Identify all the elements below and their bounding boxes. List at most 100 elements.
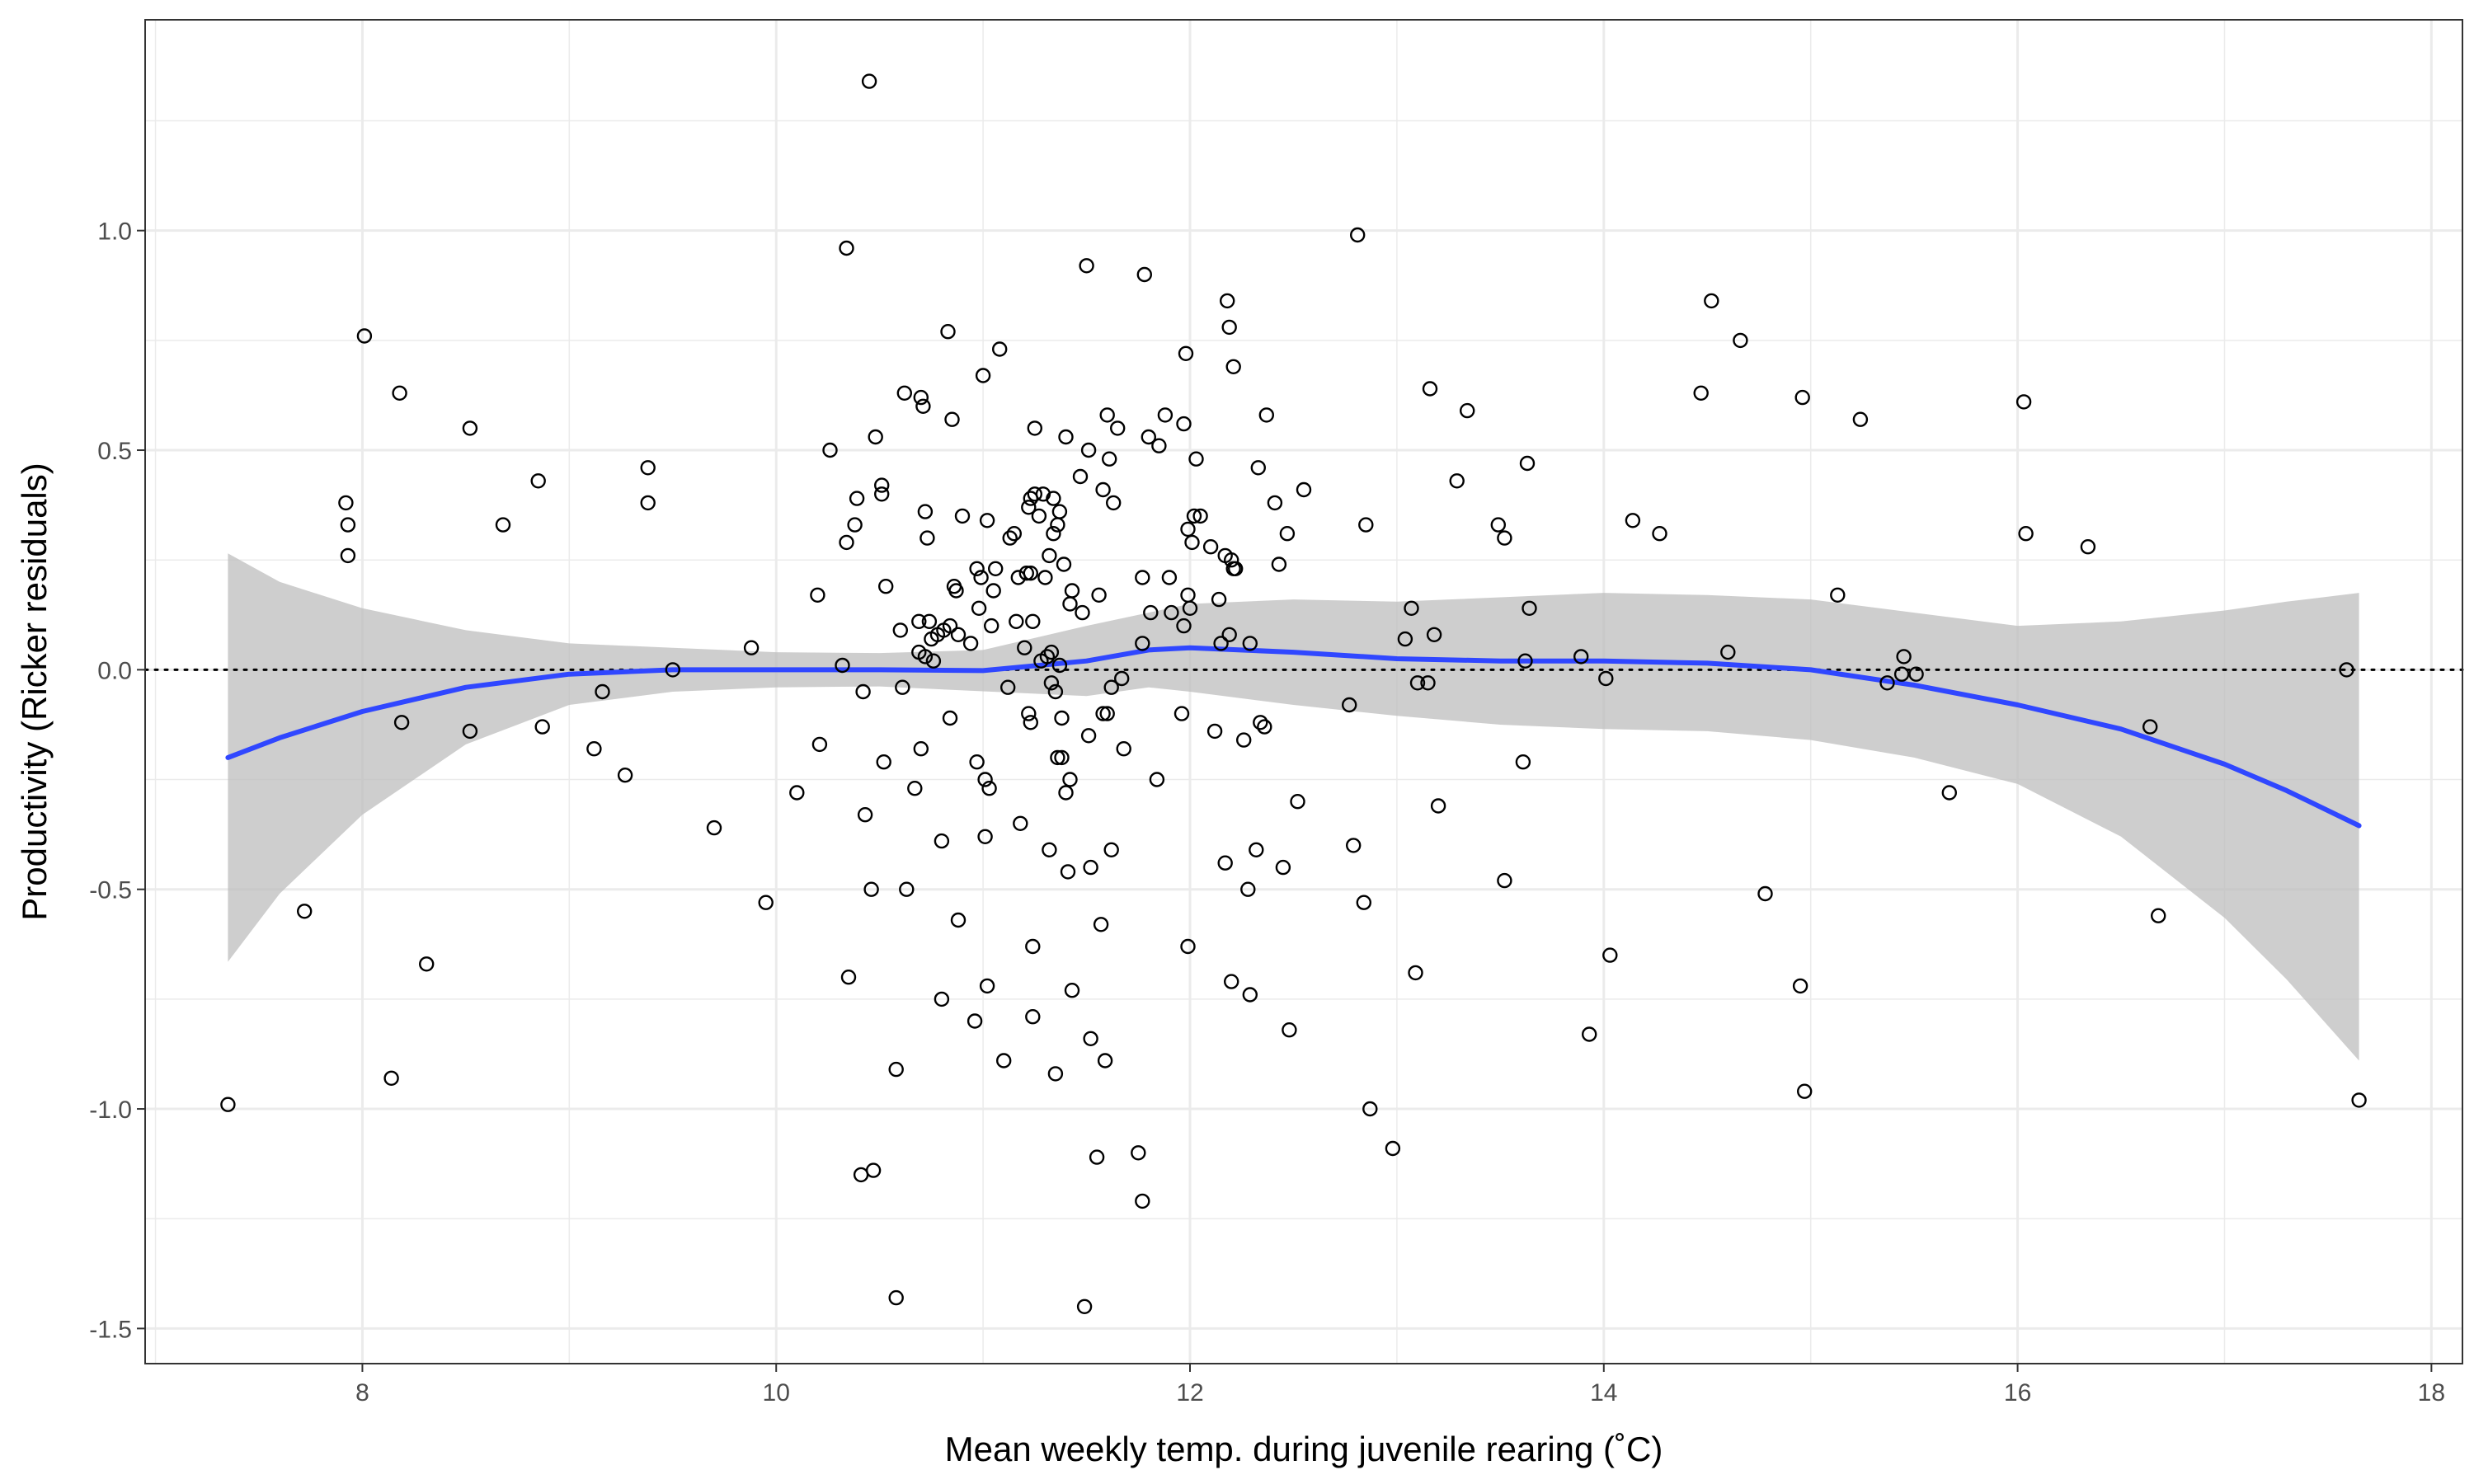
- data-point: [393, 715, 410, 730]
- data-point: [1449, 473, 1465, 489]
- data-point: [789, 785, 805, 801]
- data-point: [1097, 1053, 1113, 1068]
- data-point: [419, 956, 435, 972]
- data-point: [1018, 566, 1035, 581]
- data-point: [877, 579, 894, 594]
- data-point: [2080, 539, 2096, 555]
- data-point: [2015, 394, 2032, 410]
- data-point: [1109, 420, 1126, 436]
- data-point: [617, 768, 633, 783]
- data-point: [977, 772, 993, 787]
- data-point: [1206, 723, 1223, 740]
- data-point: [987, 561, 1004, 576]
- data-point: [1385, 1140, 1401, 1157]
- data-point: [1242, 987, 1258, 1003]
- data-point: [1704, 293, 1719, 309]
- data-point: [907, 781, 923, 796]
- data-point: [1893, 666, 1910, 682]
- data-point: [1459, 402, 1475, 419]
- data-point: [1242, 636, 1258, 651]
- data-point: [1051, 657, 1068, 674]
- data-point: [1188, 451, 1204, 467]
- data-point: [1257, 719, 1272, 735]
- data-point: [995, 1053, 1012, 1068]
- data-point: [835, 657, 850, 674]
- data-point: [1058, 785, 1074, 801]
- data-point: [913, 741, 929, 757]
- data-point: [462, 723, 478, 740]
- data-point: [1184, 534, 1200, 551]
- y-axis-ticks: -1.5 -1.0 -0.5 0.0 0.5 1.0: [89, 218, 145, 1343]
- data-point: [1625, 513, 1641, 528]
- data-point: [896, 385, 913, 401]
- data-point: [1021, 500, 1037, 515]
- data-point: [1202, 539, 1219, 555]
- data-point: [873, 477, 890, 493]
- data-point: [1223, 552, 1239, 568]
- data-point: [920, 530, 935, 546]
- data-point: [1358, 517, 1374, 533]
- data-point: [1345, 838, 1362, 853]
- data-point: [1794, 389, 1810, 406]
- data-point: [1213, 636, 1229, 651]
- data-point: [1186, 508, 1202, 524]
- data-point: [868, 429, 883, 445]
- data-point: [1050, 749, 1065, 766]
- data-point: [2351, 1092, 2367, 1108]
- data-point: [1420, 675, 1436, 691]
- data-point: [979, 513, 995, 528]
- data-point: [1046, 526, 1061, 542]
- data-point: [863, 881, 879, 897]
- data-point: [975, 368, 991, 383]
- data-point: [950, 627, 967, 642]
- data-point: [297, 904, 313, 919]
- data-point: [973, 570, 989, 585]
- data-point: [1064, 583, 1080, 599]
- data-point: [1135, 1193, 1150, 1209]
- data-point: [1062, 772, 1078, 787]
- y-tick-label: 1.0: [97, 218, 132, 246]
- data-point: [462, 420, 478, 436]
- data-point: [1250, 460, 1267, 476]
- data-point: [913, 389, 929, 406]
- data-point: [1058, 429, 1074, 445]
- data-point: [822, 442, 838, 458]
- data-point: [1131, 1145, 1146, 1161]
- data-point: [1225, 359, 1241, 374]
- smooth-fit-layer: [225, 645, 2362, 829]
- data-point: [1025, 613, 1041, 629]
- data-point: [981, 781, 997, 796]
- data-point: [1422, 381, 1438, 397]
- data-point: [1240, 881, 1256, 897]
- data-point: [950, 912, 967, 928]
- data-point: [1135, 636, 1150, 651]
- data-point: [840, 969, 857, 985]
- data-point: [1143, 604, 1159, 621]
- data-point: [1573, 649, 1589, 665]
- data-point: [1581, 1026, 1597, 1042]
- data-point: [1192, 508, 1208, 524]
- data-point: [1652, 526, 1667, 542]
- data-point: [595, 683, 610, 700]
- data-point: [942, 618, 958, 634]
- data-point: [338, 495, 354, 511]
- data-point: [1720, 644, 1736, 660]
- data-point: [534, 719, 550, 735]
- data-point: [1896, 649, 1912, 665]
- data-point: [1013, 815, 1028, 831]
- x-tick-label: 14: [1590, 1379, 1617, 1407]
- data-point: [1879, 675, 1895, 691]
- data-point: [839, 240, 854, 256]
- data-points: [220, 73, 2367, 1315]
- data-point: [1349, 227, 1366, 243]
- data-point: [1023, 715, 1039, 730]
- data-point: [969, 561, 985, 576]
- data-point: [1356, 895, 1372, 910]
- data-point: [1054, 749, 1070, 766]
- x-axis-ticks: 8 10 12 14 16 18: [355, 1364, 2445, 1407]
- y-tick-label: 0.0: [97, 657, 132, 684]
- data-point: [1267, 495, 1283, 511]
- data-point: [640, 460, 656, 476]
- data-point: [1290, 794, 1305, 810]
